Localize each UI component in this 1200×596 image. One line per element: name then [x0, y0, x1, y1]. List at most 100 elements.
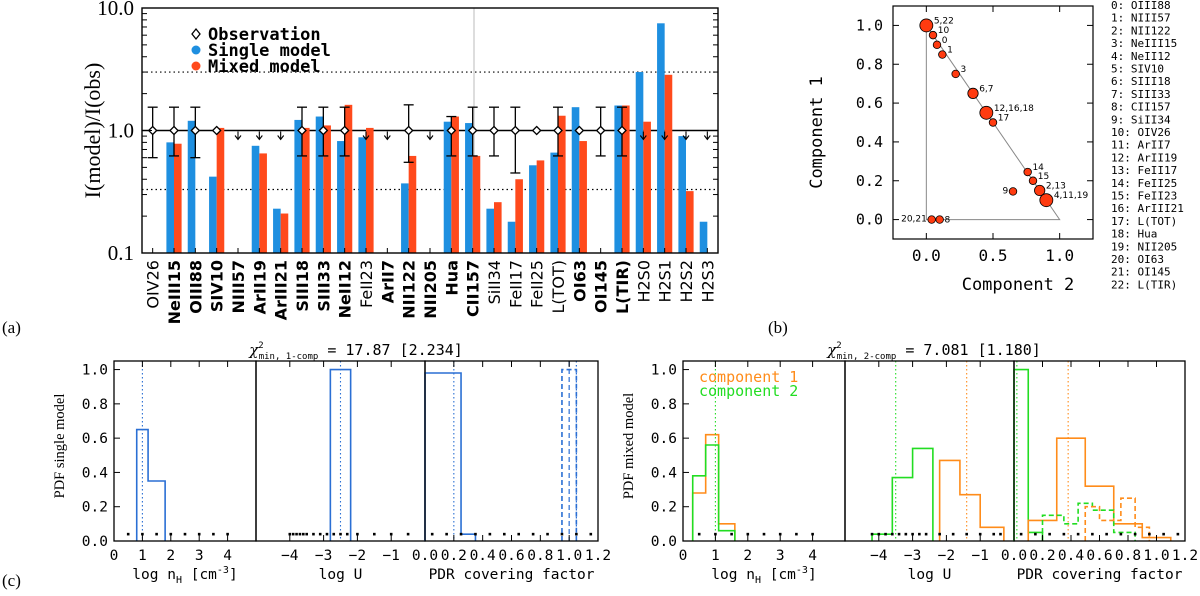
grid-sample-marker	[531, 532, 535, 536]
mixed-subplot-1: −4 −3 −2 −1 log U	[844, 360, 1015, 583]
index-legend-item: 7: SIII33	[1111, 88, 1171, 101]
bar-single-siv10	[209, 176, 217, 253]
histogram-comp1-dashed-3	[1084, 497, 1151, 541]
x-tick-label: −2	[938, 548, 955, 564]
index-legend-item: 2: NII122	[1111, 24, 1171, 37]
y-tick-label: 0.4	[82, 465, 108, 481]
x-tick-label: 1.0	[1045, 246, 1074, 265]
point-3	[951, 69, 960, 79]
obs-upper-limit-niii57	[234, 131, 242, 141]
x-tick-label-h2s1: H2S1	[656, 260, 675, 303]
index-legend-item: 15: FeII23	[1111, 190, 1177, 203]
grid-sample-marker	[430, 532, 434, 536]
obs-upper-limit-nii205	[426, 131, 434, 141]
x-tick-label: 3	[776, 548, 785, 564]
x-tick-label-siii18: SIII18	[293, 260, 312, 312]
legend-label-single-model: Single model	[208, 41, 331, 61]
histogram-comp1-solid-1	[1027, 437, 1172, 541]
y-tick-label: 0.2	[651, 500, 677, 516]
grid-sample-marker	[459, 532, 463, 536]
point-0	[932, 40, 942, 50]
obs-diamond-hua	[446, 125, 457, 136]
y-axis-label: Component 1	[807, 76, 827, 189]
grid-sample-marker	[332, 532, 336, 536]
x-axis-label: PDR covering factor	[429, 567, 595, 583]
y-tick-label: 0.1	[108, 241, 134, 265]
obs-diamond-oi63	[574, 125, 585, 136]
grid-sample-marker	[911, 532, 914, 536]
bar-single-neii12	[337, 141, 345, 253]
x-tick-label-oiv26: OIV26	[144, 260, 163, 309]
x-tick-label: 4	[223, 548, 232, 564]
x-tick-label-h2s3: H2S3	[698, 260, 717, 303]
x-tick-label-neii12: NeII12	[336, 260, 355, 318]
grid-sample-marker	[938, 532, 941, 536]
grid-sample-marker	[589, 532, 593, 536]
obs-diamond-l-tot	[553, 125, 563, 136]
bar-single-siii33	[315, 116, 324, 254]
bar-mixed-arii19	[259, 153, 267, 253]
index-legend-item: 16: ArIII21	[1111, 202, 1184, 215]
histogram-comp2-solid-1	[691, 444, 736, 541]
x-tick-label: 2	[166, 548, 175, 564]
obs-upper-limit-arii7	[383, 131, 391, 141]
grid-sample-marker	[795, 532, 798, 536]
point-14	[1023, 167, 1032, 177]
grid-sample-marker	[1019, 532, 1023, 536]
histogram-single-solid-0	[329, 368, 352, 541]
grid-sample-marker	[325, 532, 329, 536]
legend-label-mixed-model: Mixed model	[208, 57, 321, 77]
grid-sample-marker	[904, 532, 908, 536]
obs-upper-limit-feii23	[362, 131, 370, 141]
grid-sample-marker	[978, 532, 982, 536]
y-tick-label: 0.6	[82, 431, 108, 447]
grid-sample-marker	[488, 532, 492, 536]
x-tick-label-h2s0: H2S0	[634, 260, 653, 303]
bar-mixed-h2s0	[643, 121, 651, 253]
x-tick-label: 1	[138, 548, 147, 564]
legend-component-1: component 1	[699, 368, 798, 386]
y-axis-label: I(model)/I(obs)	[80, 63, 105, 199]
index-legend-item: 5: SIV10	[1111, 63, 1164, 76]
obs-diamond-cii157	[467, 125, 478, 136]
obs-diamond-neii12	[339, 125, 350, 136]
single-subplot-2: 0.0 0.2 0.4 0.6 0.8 1.0 1.2 PDR covering factor	[412, 360, 611, 583]
bar-mixed-l-tir	[622, 105, 630, 253]
chi2-title: χ2 min, 2-comp = 7.081 [1.180]	[826, 341, 1041, 362]
grid-sample-marker	[1162, 532, 1165, 536]
grid-sample-marker	[884, 532, 887, 536]
y-tick-label: 1.0	[856, 16, 883, 34]
x-tick-label: 0.4	[470, 548, 496, 564]
bar-mixed-siii18	[302, 127, 310, 253]
x-tick-label: 0.6	[498, 548, 524, 564]
index-legend-item: 18: Hua	[1111, 228, 1157, 241]
grid-sample-marker	[1119, 532, 1123, 536]
grid-sample-marker	[1176, 532, 1180, 536]
index-legend-item: 1: NIII57	[1111, 12, 1171, 25]
x-tick-label: −1	[971, 548, 988, 564]
grid-sample-marker	[1048, 532, 1051, 536]
x-tick-label-nii122: NII122	[400, 260, 419, 319]
x-tick-label-siii34: SiII34	[485, 260, 504, 304]
x-tick-label-feii25: FeII25	[528, 260, 547, 308]
point-9	[1008, 187, 1018, 196]
y-tick-label: 0.8	[82, 397, 108, 413]
x-tick-label: 0.0	[912, 246, 941, 265]
grid-sample-marker	[445, 532, 448, 536]
x-tick-label-siii33: SIII33	[314, 260, 333, 312]
x-tick-label-oiii88: OIII88	[186, 260, 205, 314]
grid-sample-marker	[502, 532, 506, 536]
subplot-frame	[113, 360, 257, 542]
index-legend-item: 3: NeIII15	[1111, 37, 1177, 50]
point-label-17: 17	[998, 114, 1009, 124]
grid-sample-marker	[965, 532, 968, 536]
x-tick-label: 4	[808, 548, 817, 564]
y-tick-label: 0.6	[651, 431, 677, 447]
histogram-comp2-dashed-2	[1041, 502, 1136, 541]
single-subplot-1: −4 −3 −2 −1 log U	[255, 360, 426, 583]
point-8	[935, 215, 944, 224]
bar-single-l-tot	[550, 152, 558, 253]
y-tick-label: 1.0	[651, 363, 677, 379]
